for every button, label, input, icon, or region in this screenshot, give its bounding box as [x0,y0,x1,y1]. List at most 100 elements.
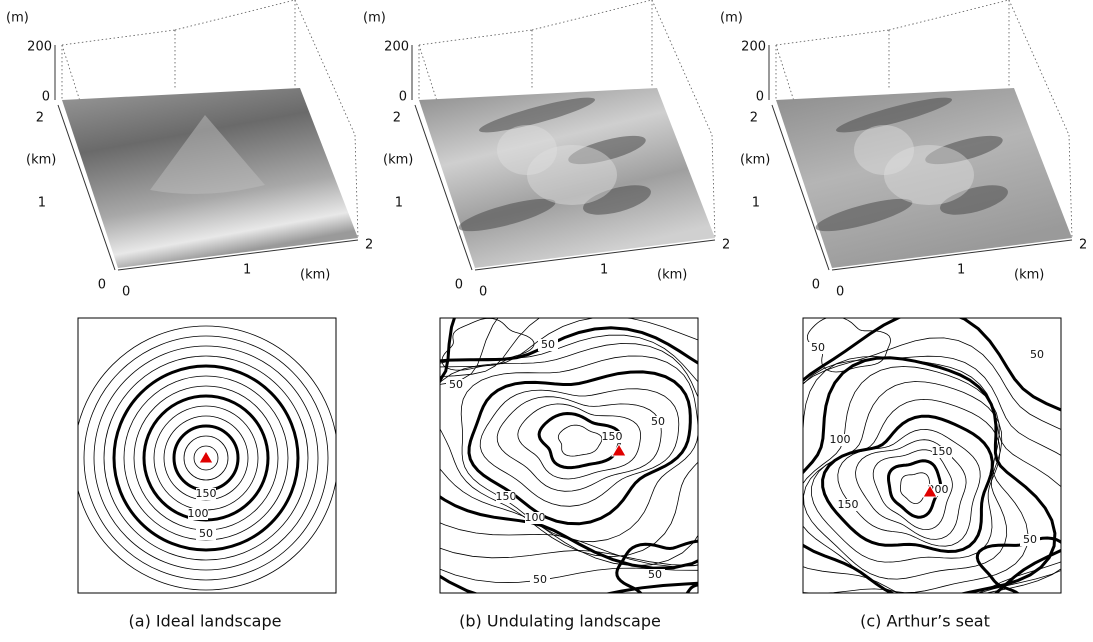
terrain-shade [940,185,1008,215]
axis-label: 1 [243,263,251,278]
axis-label: 0 [756,90,764,105]
peak [150,115,265,194]
y-axis [414,104,473,271]
contour [103,355,309,561]
axis-label: 2 [1079,238,1087,253]
label-bg [932,446,952,458]
contour [112,364,300,552]
label-bg [196,488,216,500]
contour [803,355,1061,593]
label-bg [196,528,216,540]
terrain-shade [479,97,595,133]
terrain-shade [815,198,913,232]
contour [811,398,1001,563]
contour-label: 50 [651,415,665,428]
contour [441,318,535,371]
axis-label: (km) [383,153,413,168]
label-bg [838,499,858,511]
contour [78,325,336,591]
box-edge [1008,0,1070,136]
axis-label: 1 [395,196,403,211]
axis-label: 200 [384,40,409,55]
box-edge [61,29,176,46]
x-axis [474,239,716,271]
axis-label: 2 [393,111,401,126]
contour [440,318,698,566]
contour [803,337,1061,593]
axis-label: (km) [26,153,56,168]
label-bg [602,431,622,443]
box-edge [1068,134,1073,239]
contour [821,414,994,554]
map-frame [439,317,699,594]
label-bg [525,512,545,524]
caption: (a) Ideal landscape [129,612,282,631]
axis-label: 1 [752,196,760,211]
map-frame [77,317,337,594]
contour-label: 50 [449,378,463,391]
contour [496,396,662,492]
contour [467,370,692,526]
contour-map: 150 100 50 [77,317,337,594]
contour [803,366,1029,593]
contour-label: 50 [1030,348,1044,361]
contour [193,445,219,471]
contour-label: 50 [533,573,547,586]
label-bg [1027,349,1047,361]
contour [440,318,698,567]
contour [460,355,698,543]
contour [803,318,1061,593]
box-edge [174,0,296,31]
axis-label: 0 [399,90,407,105]
y-axis [771,104,830,271]
axis-label: 0 [479,285,487,300]
axis-label: 2 [750,111,758,126]
contours [803,318,1061,593]
y-axis [57,104,116,271]
contour-label: 100 [188,507,209,520]
x-axis [831,239,1073,271]
axis-label: 2 [722,238,730,253]
terrain-shade [836,97,952,133]
contour [975,536,1061,593]
label-bg [648,416,668,428]
contour [440,318,698,593]
axis-label: 200 [27,40,52,55]
box-edge [418,29,533,46]
contour [886,459,943,519]
contour [900,472,931,505]
label-bg [188,508,208,520]
contour-label: 50 [541,338,555,351]
label-bg [446,379,466,391]
axis-label: 2 [365,238,373,253]
axis-label: 2 [36,111,44,126]
contour [440,326,698,570]
terrain-hill [884,145,974,205]
terrain-hill [854,125,914,175]
axis-label: 0 [455,278,463,293]
axis-label: (km) [657,268,687,283]
box-edge [775,29,890,46]
axis-label: (km) [300,268,330,283]
contour [83,335,329,581]
terrain-hill [527,145,617,205]
contour [803,381,1008,580]
box-edge [651,0,713,136]
peak-marker [611,443,627,457]
contour-label: 100 [525,511,546,524]
contour [803,356,1061,593]
contour [479,388,680,507]
box-edge [888,0,1010,31]
contour [557,424,603,457]
box-edge [294,0,356,136]
caption: (b) Undulating landscape [459,612,661,631]
axis-label: 0 [836,285,844,300]
axis-label: 1 [600,263,608,278]
contour-label: 150 [602,430,623,443]
axis-label: 1 [957,263,965,278]
axis-label: (m) [6,11,29,26]
